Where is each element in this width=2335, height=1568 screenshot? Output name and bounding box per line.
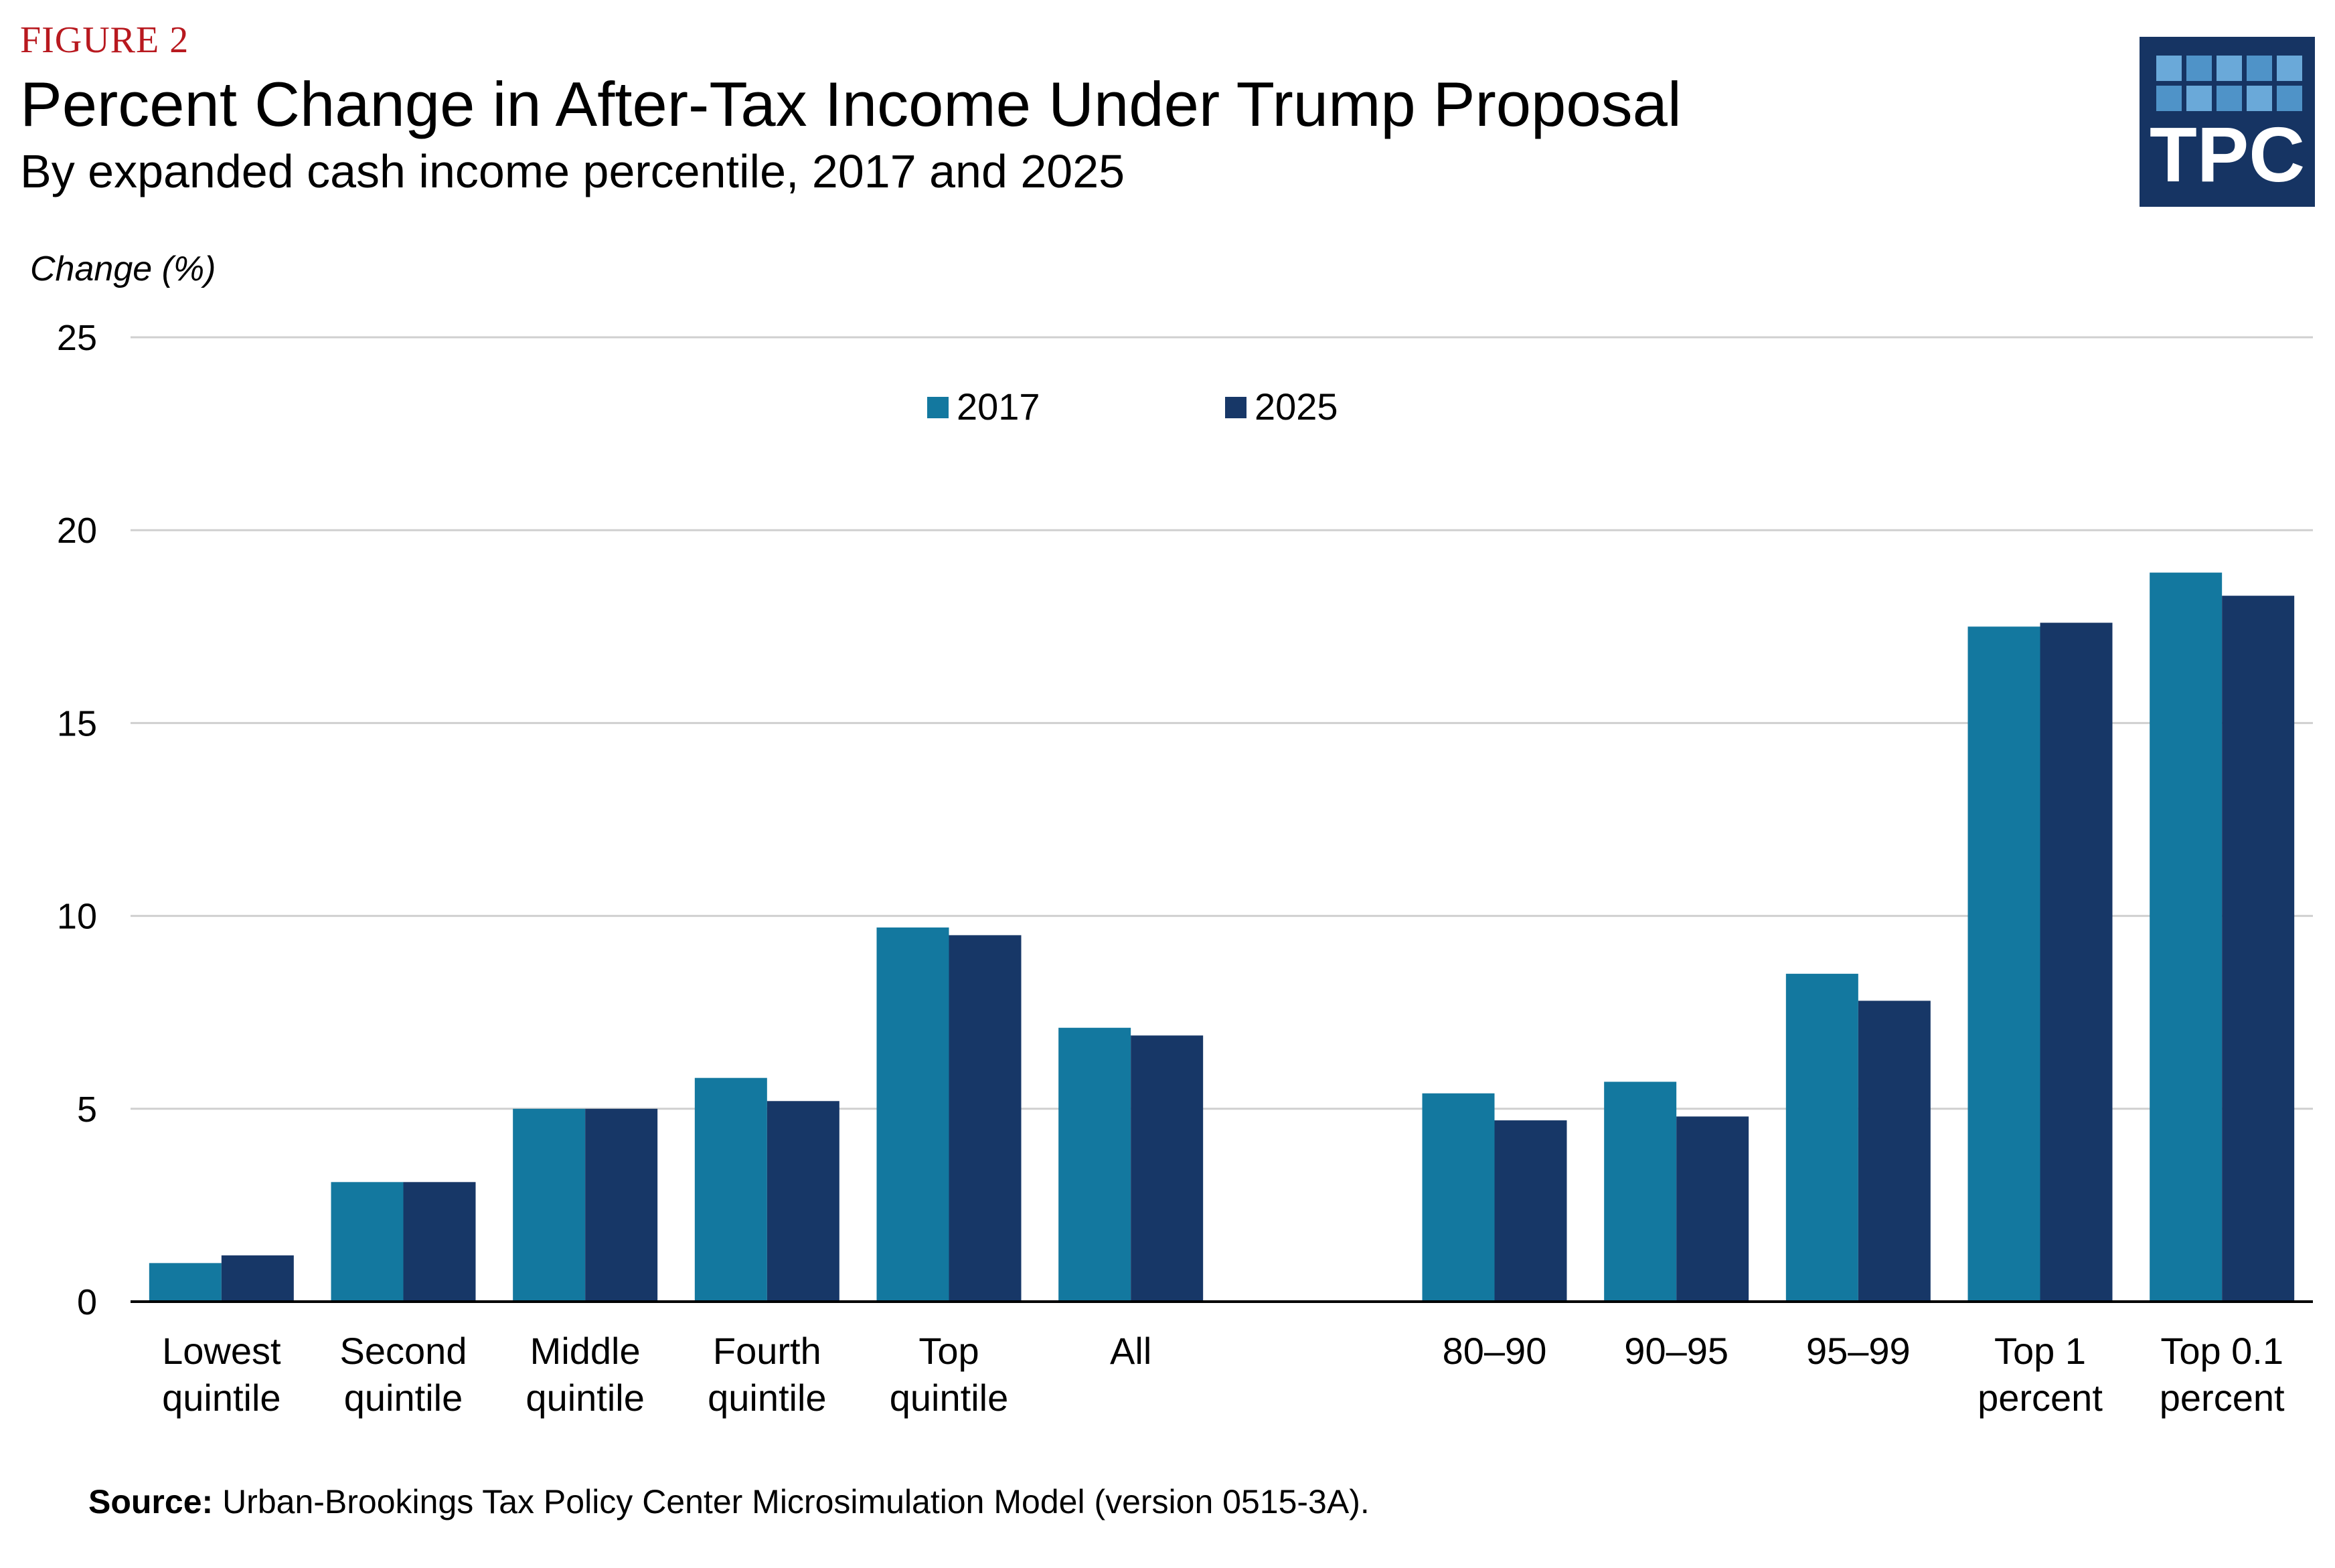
x-tick-label: quintile (890, 1377, 1008, 1419)
x-tick-label: percent (1978, 1377, 2103, 1419)
x-tick-label: Fourth (713, 1330, 821, 1372)
x-tick-label: Lowest (162, 1330, 281, 1372)
x-tick-label: 95–99 (1806, 1330, 1911, 1372)
legend-swatch-2017 (927, 397, 949, 418)
bar-2025 (767, 1101, 839, 1302)
bar-2017 (1604, 1081, 1677, 1302)
bar-2017 (2150, 572, 2223, 1302)
x-tick-label: percent (2160, 1377, 2285, 1419)
y-tick-label: 25 (57, 318, 97, 358)
x-tick-label: quintile (344, 1377, 463, 1419)
x-tick-label: All (1110, 1330, 1151, 1372)
x-tick-label: Top 1 (1994, 1330, 2086, 1372)
legend-label: 2017 (957, 385, 1040, 428)
x-tick-label: Top 0.1 (2160, 1330, 2283, 1372)
legend-label: 2025 (1255, 385, 1338, 428)
logo-square (2186, 56, 2212, 81)
bar-2025 (1858, 1000, 1931, 1302)
logo-text: TPC (2150, 111, 2305, 198)
bar-2025 (1676, 1116, 1749, 1302)
y-axis-label: Change (%) (30, 250, 216, 288)
x-tick-label: Top (918, 1330, 979, 1372)
source-text: Urban-Brookings Tax Policy Center Micros… (222, 1483, 1370, 1520)
chart-title: Percent Change in After-Tax Income Under… (20, 69, 1682, 139)
y-tick-label: 5 (77, 1090, 97, 1130)
x-tick-label: quintile (708, 1377, 826, 1419)
y-tick-label: 20 (57, 511, 97, 551)
bar-2025 (949, 935, 1022, 1302)
x-tick-label: quintile (162, 1377, 280, 1419)
bar-2017 (513, 1108, 586, 1302)
bar-2017 (694, 1077, 767, 1302)
y-tick-label: 0 (77, 1282, 97, 1322)
logo-square (2156, 56, 2182, 81)
y-tick-label: 10 (57, 897, 97, 937)
bar-2017 (149, 1263, 222, 1302)
x-tick-label: Second (340, 1330, 467, 1372)
figure-label: FIGURE 2 (20, 19, 189, 61)
bar-2025 (1494, 1120, 1567, 1302)
bar-2025 (2222, 596, 2295, 1302)
bar-2025 (221, 1255, 294, 1302)
logo-square (2156, 86, 2182, 111)
legend-swatch-2025 (1225, 397, 1246, 418)
bar-2025 (1131, 1035, 1204, 1302)
bar-2017 (1967, 626, 2040, 1302)
bar-2017 (331, 1182, 404, 1302)
logo-square (2217, 56, 2242, 81)
logo-square (2277, 86, 2302, 111)
x-tick-label: 90–95 (1624, 1330, 1728, 1372)
y-tick-label: 15 (57, 703, 97, 744)
logo-square (2247, 56, 2272, 81)
bar-2025 (2040, 622, 2113, 1302)
logo-square (2277, 56, 2302, 81)
logo-square (2186, 86, 2212, 111)
x-tick-label: Middle (530, 1330, 641, 1372)
bar-2025 (585, 1108, 658, 1302)
tpc-logo: TPC (2140, 37, 2315, 207)
x-tick-label: quintile (526, 1377, 644, 1419)
bar-2017 (876, 927, 949, 1302)
bar-2017 (1058, 1027, 1131, 1302)
bar-2025 (403, 1182, 476, 1302)
x-tick-label: 80–90 (1443, 1330, 1547, 1372)
source-label: Source: (88, 1483, 214, 1520)
source-note: Source: Urban-Brookings Tax Policy Cente… (88, 1482, 1370, 1521)
logo-square (2217, 86, 2242, 111)
logo-square (2247, 86, 2272, 111)
bar-2017 (1422, 1093, 1495, 1302)
chart-subtitle: By expanded cash income percentile, 2017… (20, 145, 1125, 197)
bar-2017 (1785, 974, 1858, 1302)
